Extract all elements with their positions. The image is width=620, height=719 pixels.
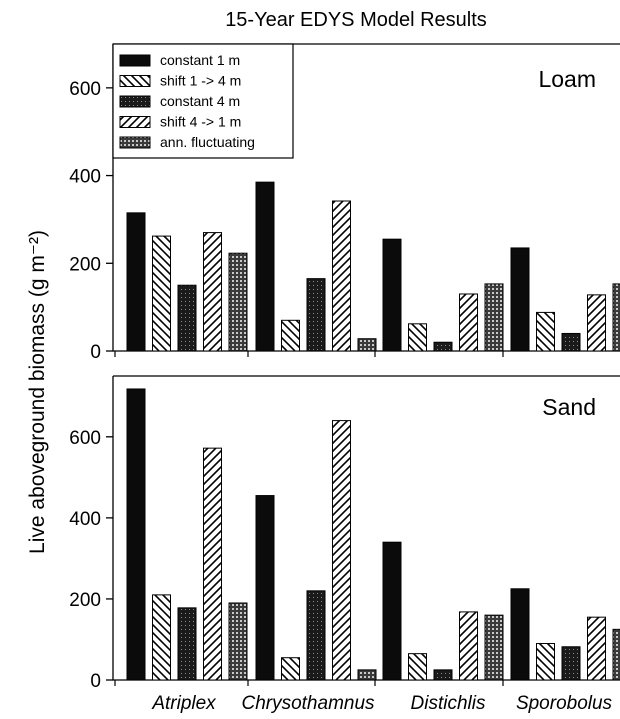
bar-sand-distichlis-s0: [382, 541, 402, 681]
bar-loam-chrysothamnus-s2: [306, 278, 326, 352]
bar-loam-chrysothamnus-s1: [281, 319, 300, 352]
panel-sand: 0 200 400 600 Sand: [69, 375, 620, 692]
legend-swatch: [119, 116, 151, 128]
legend-swatch: [119, 136, 151, 149]
category-label: Sporobolus: [516, 693, 613, 714]
legend-entry: ann. fluctuating: [160, 134, 255, 150]
y-tick-label: 600: [69, 428, 101, 449]
bar-sand-sporobolus-s0: [510, 588, 530, 681]
legend-swatch: [119, 75, 151, 87]
bar-sand-chrysothamnus-s2: [306, 590, 326, 681]
bar-sand-sporobolus-s1: [536, 643, 555, 681]
bar-loam-chrysothamnus-s0: [255, 181, 275, 352]
legend-swatch: [119, 95, 151, 108]
panel-label: Loam: [538, 66, 596, 92]
bar-loam-atriplex-s0: [126, 212, 146, 352]
bar-loam-sporobolus-s1: [536, 311, 555, 352]
legend: constant 1 m shift 1 -> 4 m constant 4 m sh…: [112, 43, 294, 159]
y-tick-label: 400: [69, 509, 101, 530]
bar-loam-chrysothamnus-s3: [332, 200, 351, 352]
bar-sand-sporobolus-s3: [587, 616, 606, 681]
bar-sand-chrysothamnus-s0: [255, 495, 275, 681]
bar-loam-sporobolus-s2: [561, 332, 581, 352]
bar-sand-atriplex-s4: [228, 602, 248, 681]
bar-sand-sporobolus-s2: [561, 646, 581, 681]
y-tick-label: 0: [90, 671, 101, 692]
bar-loam-sporobolus-s3: [587, 294, 606, 352]
bar-loam-sporobolus-s4: [612, 283, 620, 352]
y-tick-label: 200: [69, 590, 101, 611]
legend-entry: constant 1 m: [160, 52, 240, 68]
category-label: Distichlis: [411, 693, 486, 714]
panel-label: Sand: [542, 394, 596, 420]
legend-entry: shift 4 -> 1 m: [160, 114, 241, 130]
bar-sand-atriplex-s3: [203, 447, 222, 681]
legend-swatch: [119, 54, 151, 67]
bar-sand-distichlis-s3: [459, 611, 478, 681]
bar-loam-distichlis-s4: [484, 283, 504, 352]
category-label: Chrysothamnus: [241, 693, 375, 714]
legend-entry: constant 4 m: [160, 93, 240, 109]
bar-loam-sporobolus-s0: [510, 247, 530, 352]
bar-sand-distichlis-s1: [408, 653, 427, 681]
category-labels: Atriplex Chrysothamnus Distichlis Sporobolu…: [151, 693, 612, 714]
bar-sand-chrysothamnus-s3: [332, 420, 351, 681]
bar-sand-chrysothamnus-s4: [357, 669, 377, 681]
category-label: Atriplex: [151, 693, 217, 714]
bar-sand-distichlis-s4: [484, 614, 504, 681]
chart-title: 15-Year EDYS Model Results: [225, 9, 487, 31]
bar-sand-distichlis-s2: [433, 669, 453, 681]
y-tick-label: 600: [69, 79, 101, 100]
y-axis-label: Live aboveground biomass (g m⁻²): [26, 230, 49, 554]
legend-entry: shift 1 -> 4 m: [160, 73, 241, 89]
bar-loam-atriplex-s3: [203, 232, 222, 352]
bar-loam-atriplex-s1: [152, 235, 171, 352]
bar-loam-distichlis-s1: [408, 323, 427, 352]
bar-sand-sporobolus-s4: [612, 628, 620, 681]
bar-loam-atriplex-s4: [228, 252, 248, 352]
y-tick-label: 200: [69, 254, 101, 275]
bar-loam-chrysothamnus-s4: [357, 338, 377, 352]
bar-sand-atriplex-s1: [152, 594, 171, 681]
bar-loam-distichlis-s2: [433, 341, 453, 352]
bar-sand-atriplex-s0: [126, 388, 146, 681]
y-tick-label: 400: [69, 167, 101, 188]
y-tick-label: 0: [90, 342, 101, 363]
bar-loam-distichlis-s0: [382, 238, 402, 352]
chart-panels: 0 200 400 600 Loam 0 200 400 600 Sand: [69, 43, 620, 692]
bar-sand-chrysothamnus-s1: [281, 657, 300, 681]
panel-loam: 0 200 400 600 Loam: [69, 43, 620, 363]
bar-loam-atriplex-s2: [177, 284, 197, 352]
bar-sand-atriplex-s2: [177, 607, 197, 681]
bar-loam-distichlis-s3: [459, 293, 478, 352]
